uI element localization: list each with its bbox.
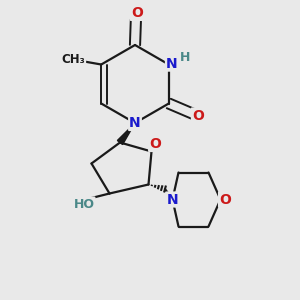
Text: HO: HO — [74, 197, 94, 211]
Text: O: O — [192, 109, 204, 122]
Text: O: O — [219, 193, 231, 206]
Text: N: N — [129, 116, 141, 130]
Text: CH₃: CH₃ — [61, 53, 85, 66]
Polygon shape — [117, 123, 135, 145]
Text: N: N — [166, 57, 178, 70]
Text: H: H — [180, 51, 190, 64]
Text: N: N — [167, 193, 178, 206]
Text: O: O — [149, 137, 161, 151]
Text: O: O — [131, 6, 143, 20]
